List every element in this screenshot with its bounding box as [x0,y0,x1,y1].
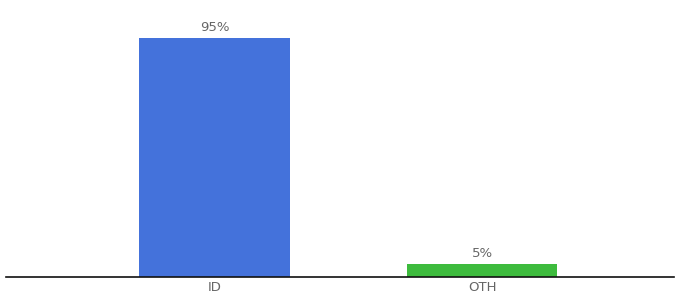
Bar [139,38,290,277]
Text: 95%: 95% [200,21,229,34]
Bar [407,264,558,277]
Text: 5%: 5% [471,247,493,260]
